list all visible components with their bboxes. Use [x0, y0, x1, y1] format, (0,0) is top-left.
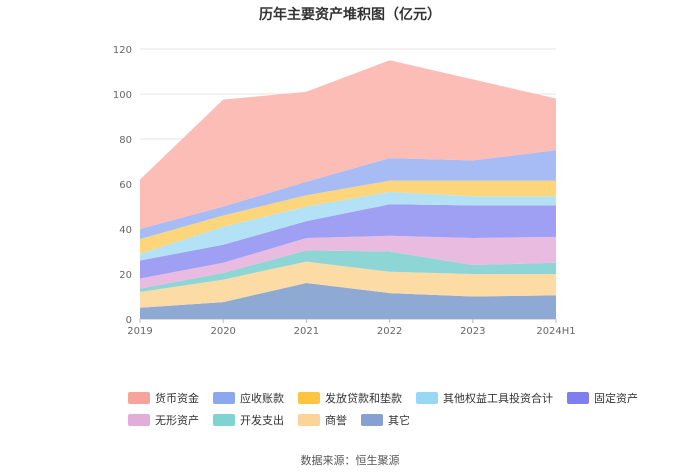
- chart-title: 历年主要资产堆积图（亿元）: [259, 7, 441, 23]
- area-series-固定资产[interactable]: [140, 204, 556, 279]
- legend-label: 商誉: [325, 414, 347, 427]
- legend-swatch: [298, 414, 320, 426]
- legend-row: 无形资产 开发支出 商誉 其它: [128, 410, 598, 430]
- area-series-其他权益工具投资合计[interactable]: [140, 191, 556, 261]
- area-series-其它[interactable]: [140, 283, 556, 319]
- legend-label: 货币资金: [155, 392, 199, 405]
- x-tick-label: 2021: [294, 326, 319, 337]
- y-tick-label: 80: [119, 135, 132, 146]
- legend-label: 其他权益工具投资合计: [443, 392, 553, 405]
- legend-swatch: [213, 414, 235, 426]
- x-tick-label: 2019: [127, 326, 152, 337]
- area-series-商誉[interactable]: [140, 261, 556, 308]
- area-series-应收账款[interactable]: [140, 150, 556, 240]
- y-tick-label: 0: [126, 315, 132, 326]
- legend-item[interactable]: 其他权益工具投资合计: [416, 390, 553, 406]
- legend-label: 发放贷款和垫款: [325, 392, 402, 405]
- y-tick-label: 120: [113, 45, 132, 56]
- y-tick-label: 20: [119, 270, 132, 281]
- x-tick-label: 2022: [377, 326, 402, 337]
- y-tick-label: 40: [119, 225, 132, 236]
- legend-label: 开发支出: [240, 414, 284, 427]
- legend-swatch: [128, 414, 150, 426]
- x-tick-label: 2023: [460, 326, 485, 337]
- area-series-开发支出[interactable]: [140, 250, 556, 292]
- legend-swatch: [298, 392, 320, 404]
- legend-item[interactable]: 商誉: [298, 412, 347, 428]
- legend-item[interactable]: 货币资金: [128, 390, 199, 406]
- legend: 货币资金 应收账款 发放贷款和垫款 其他权益工具投资合计 固定资产 无形资产 开发支出 商誉…: [128, 388, 638, 432]
- legend-swatch: [416, 392, 438, 404]
- y-tick-label: 100: [113, 90, 132, 101]
- x-tick-label: 2020: [210, 326, 235, 337]
- area-series-货币资金[interactable]: [140, 60, 556, 229]
- area-series-无形资产[interactable]: [140, 235, 556, 289]
- area-series-layer: [140, 60, 556, 319]
- legend-item[interactable]: 开发支出: [213, 412, 284, 428]
- area-series-发放贷款和垫款[interactable]: [140, 180, 556, 254]
- legend-row: 货币资金 应收账款 发放贷款和垫款 其他权益工具投资合计 固定资产: [128, 388, 638, 408]
- legend-swatch: [567, 392, 589, 404]
- legend-label: 应收账款: [240, 392, 284, 405]
- x-tick-label: 2024H1: [536, 326, 575, 337]
- y-tick-label: 60: [119, 180, 132, 191]
- legend-label: 其它: [388, 414, 410, 427]
- legend-label: 无形资产: [155, 414, 199, 427]
- legend-label: 固定资产: [594, 392, 638, 405]
- legend-item[interactable]: 应收账款: [213, 390, 284, 406]
- legend-swatch: [128, 392, 150, 404]
- data-source-note: 数据来源：恒生聚源: [300, 454, 400, 467]
- legend-item[interactable]: 无形资产: [128, 412, 199, 428]
- legend-item[interactable]: 其它: [361, 412, 410, 428]
- legend-item[interactable]: 固定资产: [567, 390, 638, 406]
- legend-swatch: [213, 392, 235, 404]
- axis-layer: 0 20 40 60 80 100 120 2019 2020 2021 2022 2023 2024H…: [113, 45, 576, 337]
- legend-swatch: [361, 414, 383, 426]
- legend-item[interactable]: 发放贷款和垫款: [298, 390, 402, 406]
